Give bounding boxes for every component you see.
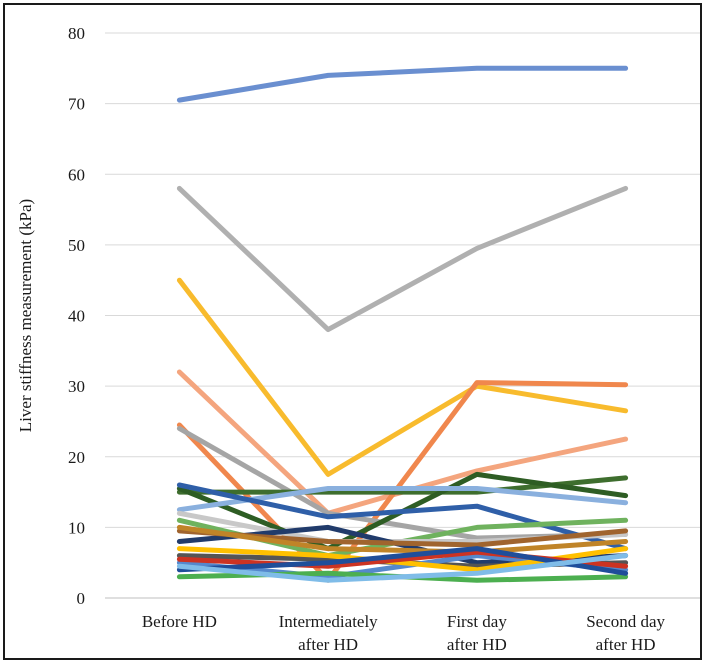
y-tick-label: 20	[68, 448, 85, 467]
line-chart: 0 10 20 30 40 50 60 70 80 Before HD Intermediatel…	[16, 24, 700, 654]
y-tick-label: 40	[68, 307, 85, 326]
series-line-15	[176, 524, 629, 555]
y-axis-title: Liver stiffness measurement (kPa)	[16, 199, 35, 432]
chart-frame: 0 10 20 30 40 50 60 70 80 Before HD Intermediatel…	[3, 3, 702, 660]
gridlines	[105, 32, 700, 528]
x-axis-categories: Before HD Intermediately after HD First day…	[142, 612, 666, 654]
x-category-label: Intermediately after HD	[279, 612, 379, 654]
x-category-label: Second day after HD	[586, 612, 665, 654]
series-line-22	[176, 553, 629, 583]
y-tick-label: 30	[68, 377, 85, 396]
y-tick-label: 50	[68, 236, 85, 255]
y-tick-label: 80	[68, 24, 85, 43]
y-tick-label: 10	[68, 518, 85, 537]
series-line-10	[176, 482, 629, 552]
x-category-label: Before HD	[142, 612, 217, 631]
y-tick-label: 60	[68, 165, 85, 184]
y-tick-label: 70	[68, 95, 85, 114]
x-category-label: First day after HD	[447, 612, 507, 654]
series-lines	[176, 65, 629, 583]
series-line-21	[176, 546, 629, 576]
series-line-2	[176, 185, 629, 333]
y-axis-ticks: 0 10 20 30 40 50 60 70 80	[68, 24, 85, 608]
series-line-3	[176, 277, 629, 477]
series-line-1	[176, 65, 629, 103]
y-tick-label: 0	[77, 589, 86, 608]
